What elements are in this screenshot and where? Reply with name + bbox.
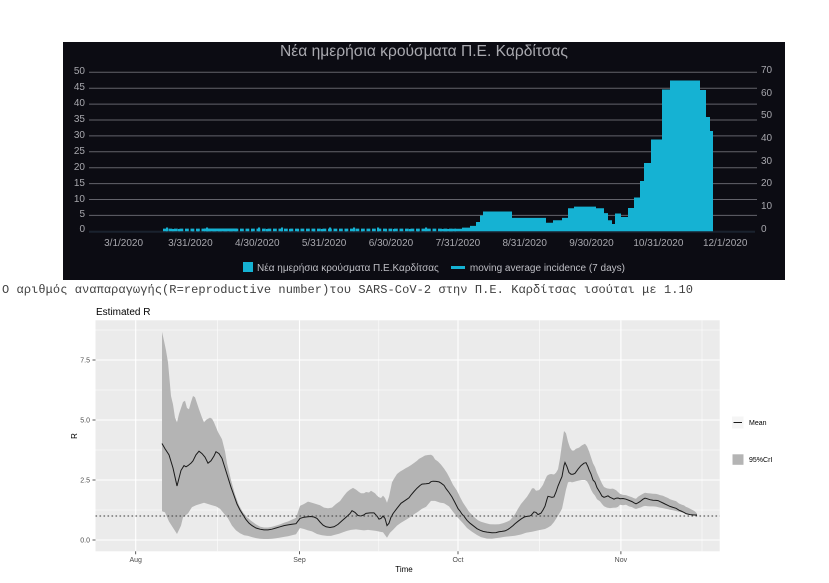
svg-text:Nov: Nov	[615, 557, 628, 564]
svg-text:95%CrI: 95%CrI	[749, 457, 772, 464]
svg-text:Mean: Mean	[749, 420, 767, 427]
svg-text:R: R	[70, 433, 79, 439]
svg-text:Sep: Sep	[293, 557, 306, 564]
svg-text:5.0: 5.0	[80, 418, 90, 425]
svg-text:2.5: 2.5	[80, 478, 90, 485]
svg-text:7.5: 7.5	[80, 358, 90, 365]
svg-text:Oct: Oct	[453, 557, 464, 564]
svg-text:0.0: 0.0	[80, 538, 90, 545]
svg-text:Aug: Aug	[129, 557, 142, 564]
svg-text:Estimated R: Estimated R	[96, 307, 150, 318]
svg-text:Time: Time	[395, 565, 413, 574]
